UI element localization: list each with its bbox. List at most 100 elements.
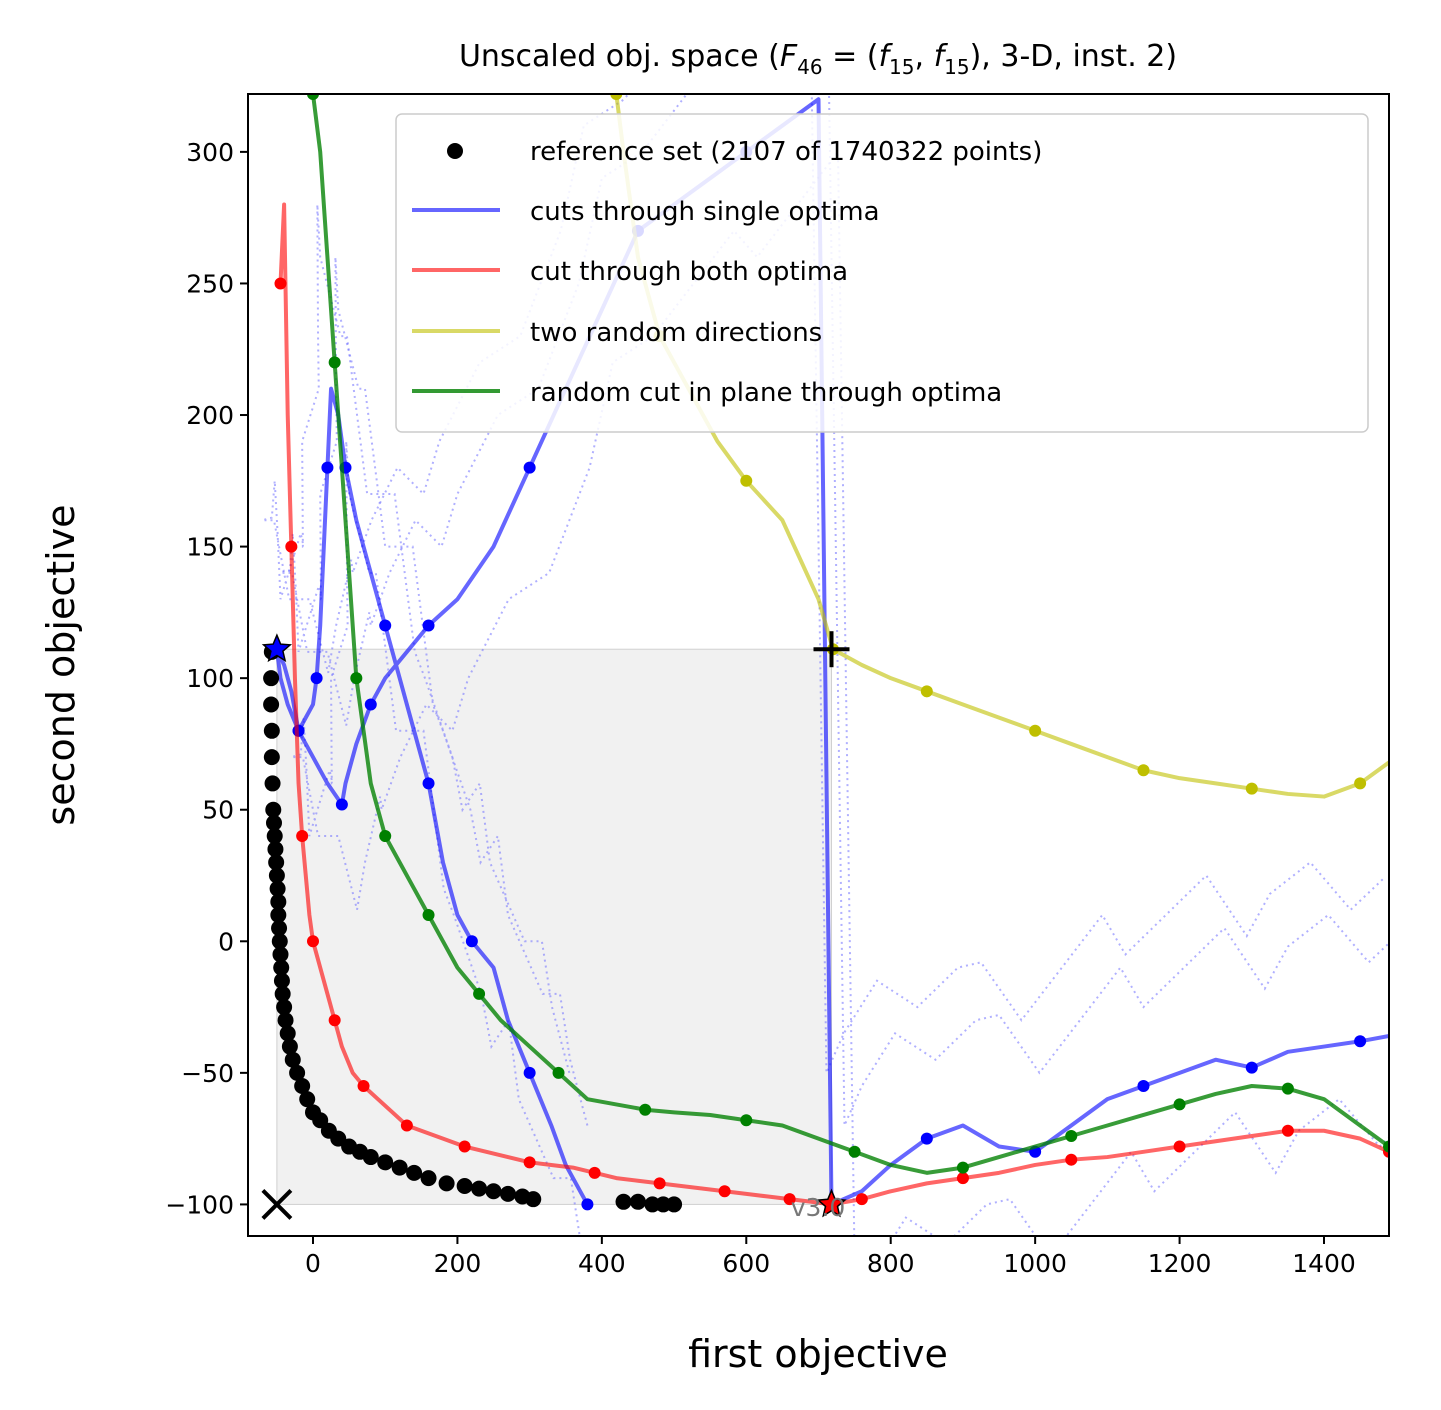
- legend-label-reference: reference set (2107 of 1740322 points): [530, 137, 1042, 167]
- reference-point: [264, 775, 281, 792]
- reference-point: [289, 1064, 306, 1081]
- series-point-single-optima: [321, 461, 334, 474]
- series-point-plane-cut: [740, 1114, 753, 1127]
- reference-point: [420, 1170, 437, 1187]
- series-point-random-directions: [1137, 764, 1150, 777]
- series-point-single-optima: [920, 1132, 933, 1145]
- series-point-single-optima: [310, 672, 323, 685]
- reference-point: [276, 999, 293, 1016]
- reference-point: [281, 1038, 298, 1055]
- series-point-single-optima: [465, 935, 478, 948]
- series-point-plane-cut: [848, 1145, 861, 1158]
- title-F: F: [780, 39, 798, 74]
- series-point-plane-cut: [1173, 1098, 1186, 1111]
- series-point-both-optima: [523, 1156, 536, 1169]
- x-tick-label: 600: [722, 1249, 770, 1278]
- reference-point: [266, 828, 283, 845]
- reference-point: [312, 1112, 329, 1129]
- title-comma: ,: [915, 39, 934, 74]
- series-point-random-directions: [920, 685, 933, 698]
- x-axis-label: first objective: [688, 1332, 948, 1376]
- dotted-cut-3: [262, 94, 1385, 1074]
- series-point-single-optima: [364, 698, 377, 711]
- legend-label-random-directions: two random directions: [530, 318, 822, 348]
- version-label: v3.0: [791, 1193, 846, 1222]
- series-point-both-optima: [783, 1193, 796, 1206]
- reference-point: [263, 696, 280, 713]
- series-point-both-optima: [306, 935, 319, 948]
- y-tick-label: 250: [186, 269, 234, 298]
- x-tick-label: 400: [578, 1249, 626, 1278]
- series-point-both-optima: [588, 1166, 601, 1179]
- series-point-both-optima: [357, 1080, 370, 1093]
- plot-frame: [247, 93, 1390, 1237]
- reference-point: [294, 1078, 311, 1095]
- reference-point: [268, 854, 285, 871]
- y-tick-label: 200: [186, 401, 234, 430]
- reference-point: [377, 1154, 394, 1171]
- title-tail: ), 3-D, inst. 2): [970, 39, 1177, 74]
- dominated-region: [276, 648, 832, 1205]
- series-point-plane-cut: [473, 987, 486, 1000]
- series-point-plane-cut: [1065, 1130, 1078, 1143]
- dotted-cut-1: [280, 94, 1389, 1126]
- reference-point: [525, 1191, 542, 1208]
- y-tick-label: 300: [186, 138, 234, 167]
- reference-point: [279, 1025, 296, 1042]
- series-point-single-optima: [1354, 1035, 1367, 1048]
- marker-layer: [261, 631, 850, 1220]
- reference-point: [263, 722, 280, 739]
- y-tick-label: 150: [186, 533, 234, 562]
- series-point-single-optima: [523, 1066, 536, 1079]
- series-point-single-optima: [523, 461, 536, 474]
- reference-point: [284, 1051, 301, 1068]
- series-point-both-optima: [296, 830, 309, 843]
- reference-point: [615, 1193, 632, 1210]
- y-axis: −100 −50 0 50 100 150 200 250 300: [165, 138, 248, 1219]
- series-point-single-optima: [422, 619, 435, 632]
- series-point-both-optima: [458, 1140, 471, 1153]
- series-point-both-optima: [1173, 1140, 1186, 1153]
- reference-point: [499, 1185, 516, 1202]
- y-axis-label: second objective: [39, 504, 83, 825]
- reference-point: [268, 867, 285, 884]
- x-tick-label: 0: [305, 1249, 321, 1278]
- reference-point: [265, 801, 282, 818]
- series-point-single-optima: [379, 619, 392, 632]
- x-tick-label: 200: [434, 1249, 482, 1278]
- legend-label-single-optima: cuts through single optima: [530, 197, 880, 227]
- series-point-plane-cut: [1281, 1082, 1294, 1095]
- series-point-both-optima: [718, 1185, 731, 1198]
- reference-point: [299, 1091, 316, 1108]
- title-eq: = (: [823, 39, 879, 74]
- optimum-f1-star: [261, 633, 293, 663]
- reference-point: [666, 1196, 683, 1213]
- legend: reference set (2107 of 1740322 points) c…: [395, 113, 1369, 433]
- reference-point: [265, 814, 282, 831]
- series-point-both-optima: [653, 1177, 666, 1190]
- legend-label-both-optima: cut through both optima: [530, 257, 848, 287]
- y-tick-label: 50: [202, 796, 234, 825]
- series-point-plane-cut: [350, 672, 363, 685]
- series-point-both-optima: [855, 1193, 868, 1206]
- reference-point: [485, 1183, 502, 1200]
- x-tick-label: 800: [867, 1249, 915, 1278]
- x-tick-label: 1400: [1292, 1249, 1356, 1278]
- reference-point: [263, 749, 280, 766]
- series-point-single-optima: [1137, 1080, 1150, 1093]
- series-point-both-optima: [1065, 1153, 1078, 1166]
- dotted-cut-2: [291, 149, 1389, 1236]
- reference-point: [263, 670, 280, 687]
- legend-label-plane-cut: random cut in plane through optima: [530, 378, 1002, 408]
- title-plain: Unscaled obj. space (: [459, 39, 780, 74]
- y-tick-label: −100: [165, 1190, 234, 1219]
- y-tick-label: −50: [181, 1059, 234, 1088]
- x-tick-label: 1000: [1003, 1249, 1067, 1278]
- series-point-plane-cut: [422, 908, 435, 921]
- reference-point: [438, 1175, 455, 1192]
- chart-title: Unscaled obj. space (F46 = (f15, f15), 3…: [459, 39, 1177, 79]
- series-point-random-directions: [1029, 724, 1042, 737]
- reference-point: [362, 1149, 379, 1166]
- series-point-single-optima: [335, 798, 348, 811]
